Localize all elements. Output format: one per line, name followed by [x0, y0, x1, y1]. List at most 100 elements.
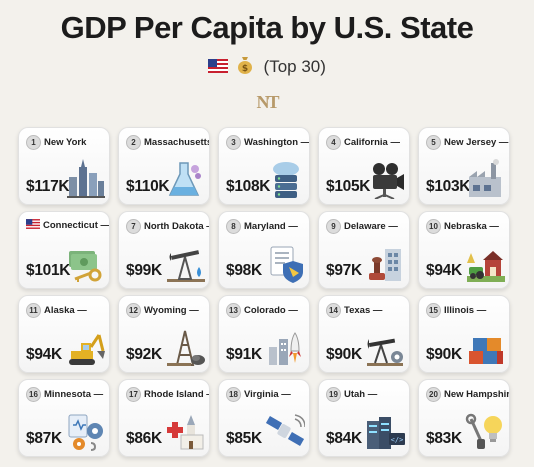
- card-header: 1 New York: [26, 135, 105, 151]
- rank-badge: 12: [126, 303, 141, 318]
- rank-badge: 3: [226, 135, 241, 150]
- page-subtitle: $ (Top 30): [0, 56, 534, 79]
- gdp-value: $97K: [326, 262, 362, 279]
- gdp-value: $83K: [426, 430, 462, 447]
- card-header: 11 Alaska —: [26, 303, 105, 319]
- card-header: 13 Colorado —: [226, 303, 305, 319]
- rank-badge: 17: [126, 387, 141, 402]
- satellite-icon: [265, 411, 306, 451]
- state-name: Illinois —: [444, 305, 487, 316]
- gdp-value: $90K: [326, 346, 362, 363]
- rank-badge: 5: [426, 135, 441, 150]
- us-flag-icon: [208, 58, 229, 78]
- rank-badge: 15: [426, 303, 441, 318]
- factory-icon: [465, 159, 505, 199]
- us-flag-icon: [26, 219, 40, 232]
- card-header: 14 Texas —: [326, 303, 405, 319]
- card-header: 7 North Dakota —: [126, 219, 209, 235]
- brand-logo: NT: [256, 92, 279, 112]
- state-name: Alaska —: [44, 305, 87, 316]
- gdp-value: $94K: [426, 262, 462, 279]
- farm-icon: [465, 243, 505, 283]
- health-church-icon: [165, 411, 205, 451]
- rank-badge: 1: [26, 135, 41, 150]
- state-card: 2 Massachusetts $110K: [118, 127, 210, 205]
- state-name: New Jersey —: [444, 137, 509, 148]
- svg-text:$: $: [242, 64, 248, 74]
- lightbulb-tools-icon: [465, 411, 505, 451]
- card-header: 3 Washington —: [226, 135, 309, 151]
- rank-badge: 11: [26, 303, 41, 318]
- rank-badge: 7: [126, 219, 141, 234]
- gdp-value: $90K: [426, 346, 462, 363]
- state-card: 11 Alaska — $94K: [18, 295, 110, 373]
- card-header: 16 Minnesota —: [26, 387, 105, 403]
- state-name: Colorado —: [244, 305, 298, 316]
- state-name: Connecticut —: [43, 220, 110, 231]
- state-name: Delaware —: [344, 221, 398, 232]
- oil-pump-icon: [165, 243, 205, 283]
- rank-badge: 18: [226, 387, 241, 402]
- state-card: 8 Maryland — $98K: [218, 211, 310, 289]
- state-card: 12 Wyoming — $92K: [118, 295, 210, 373]
- state-card: 19 Utah — $84K </>: [318, 379, 410, 457]
- rank-badge: 2: [126, 135, 141, 150]
- state-card: 18 Virginia — $85K: [218, 379, 310, 457]
- money-key-icon: [65, 243, 105, 283]
- state-card: Connecticut — $101K: [18, 211, 110, 289]
- excavator-icon: [65, 327, 105, 367]
- containers-icon: [465, 327, 505, 367]
- gdp-value: $87K: [26, 430, 62, 447]
- subtitle-text: (Top 30): [263, 56, 326, 76]
- state-name: New Hampshire: [444, 389, 510, 400]
- data-center-icon: </>: [365, 411, 405, 451]
- rank-badge: 10: [426, 219, 441, 234]
- film-camera-icon: [365, 159, 405, 200]
- state-name: Nebraska —: [444, 221, 499, 232]
- state-name: Utah —: [344, 389, 378, 400]
- rank-badge: 4: [326, 135, 341, 150]
- state-card: 17 Rhode Island — $86K: [118, 379, 210, 457]
- state-card: 4 California — $105K: [318, 127, 410, 205]
- gdp-value: $117K: [26, 178, 70, 195]
- state-card: 5 New Jersey — $103K: [418, 127, 510, 205]
- gdp-value: $91K: [226, 346, 262, 363]
- page-title: GDP Per Capita by U.S. State: [60, 10, 474, 45]
- gdp-value: $105K: [326, 178, 371, 195]
- state-name: Maryland —: [244, 221, 298, 232]
- card-header: 15 Illinois —: [426, 303, 505, 319]
- gdp-value: $85K: [226, 430, 262, 447]
- gdp-value: $101K: [26, 262, 71, 279]
- rank-badge: 16: [26, 387, 41, 402]
- svg-text:</>: </>: [391, 436, 404, 444]
- gdp-value: $99K: [126, 262, 162, 279]
- pumpjack-gear-icon: [365, 327, 405, 367]
- rank-badge: 14: [326, 303, 341, 318]
- card-header: 20 New Hampshire: [426, 387, 509, 403]
- state-card: 3 Washington — $108K: [218, 127, 310, 205]
- rank-badge: 9: [326, 219, 341, 234]
- state-name: North Dakota —: [144, 221, 210, 232]
- state-card: 1 New York $117K: [18, 127, 110, 205]
- money-bag-icon: $: [237, 56, 253, 79]
- card-header: 18 Virginia —: [226, 387, 305, 403]
- state-card: 7 North Dakota — $99K: [118, 211, 210, 289]
- state-grid: 1 New York $117K 2 Massachusetts $110K 3 Washin…: [18, 127, 518, 467]
- state-name: Massachusetts: [144, 137, 210, 148]
- state-card: 13 Colorado — $91K: [218, 295, 310, 373]
- state-name: Wyoming —: [144, 305, 199, 316]
- rank-badge: 8: [226, 219, 241, 234]
- rank-badge: 20: [426, 387, 441, 402]
- card-header: 2 Massachusetts: [126, 135, 209, 151]
- gdp-value: $86K: [126, 430, 162, 447]
- card-header: 5 New Jersey —: [426, 135, 509, 151]
- card-header: 4 California —: [326, 135, 405, 151]
- state-card: 20 New Hampshire $83K: [418, 379, 510, 457]
- gdp-value: $92K: [126, 346, 162, 363]
- oil-derrick-icon: [165, 327, 205, 367]
- skyline-icon: [65, 159, 105, 199]
- card-header: 8 Maryland —: [226, 219, 305, 235]
- gdp-value: $84K: [326, 430, 362, 447]
- state-card: 16 Minnesota — $87K: [18, 379, 110, 457]
- state-name: Virginia —: [244, 389, 291, 400]
